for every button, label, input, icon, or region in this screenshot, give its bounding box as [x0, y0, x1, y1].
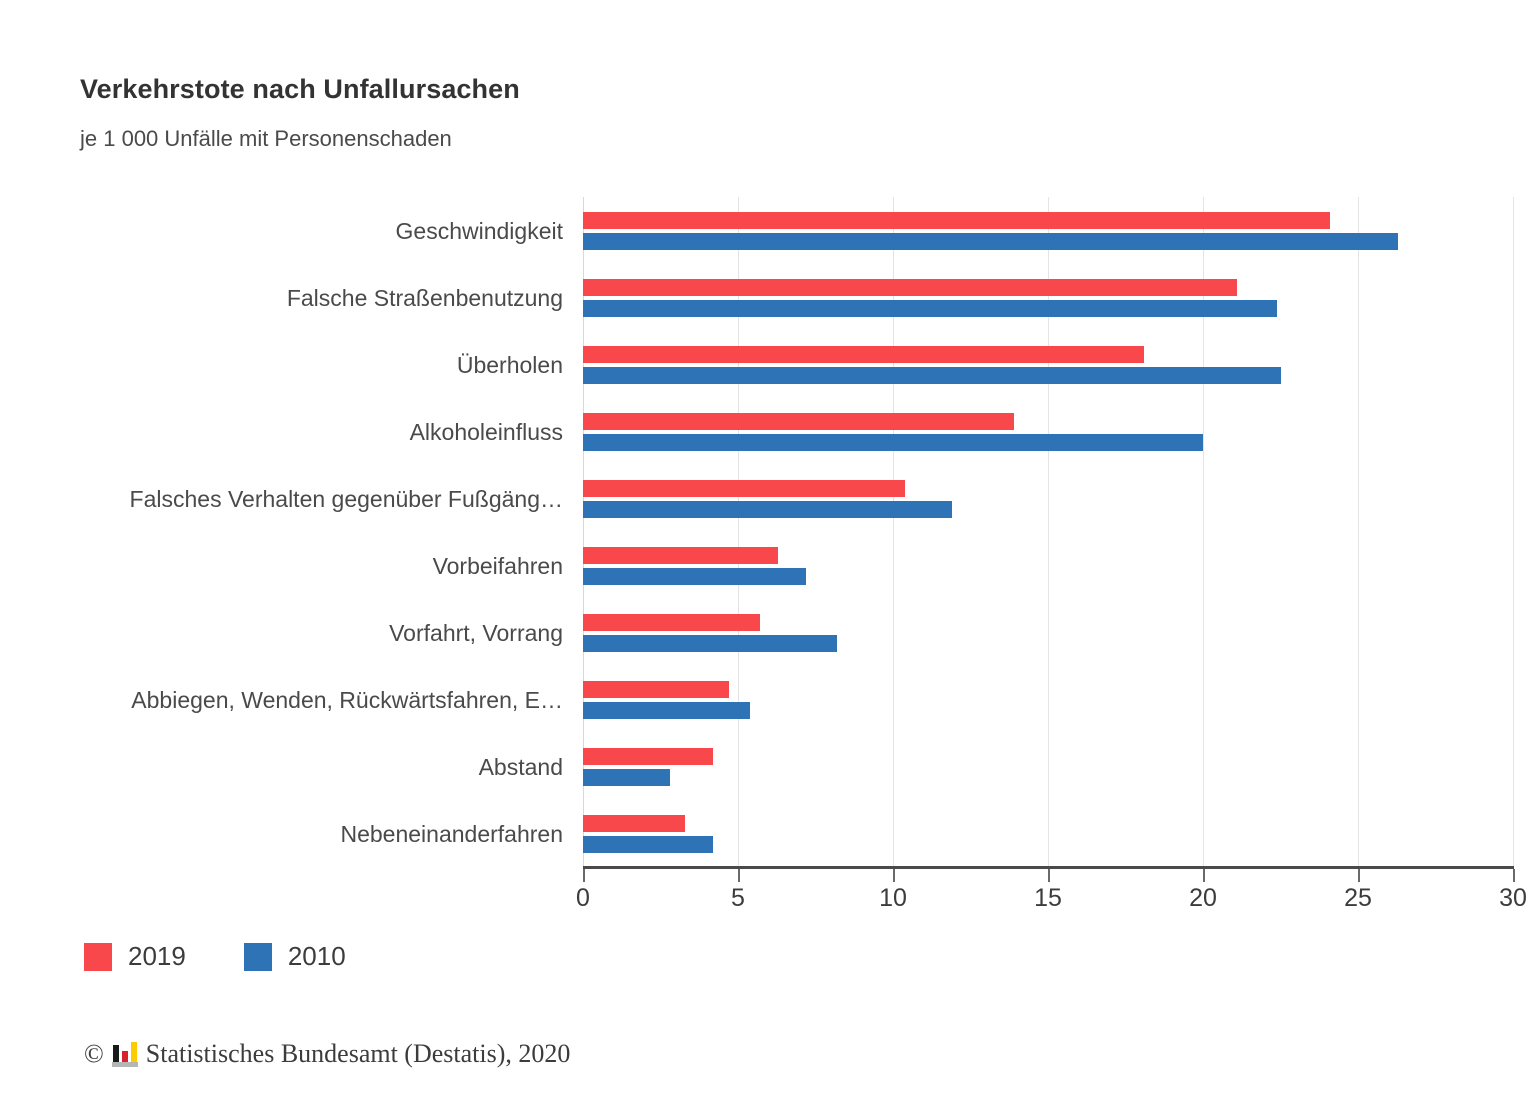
destatis-logo-icon: [111, 1041, 138, 1067]
bar-2010-6[interactable]: [583, 634, 838, 652]
bar-2019-1[interactable]: [583, 278, 1238, 296]
gridline: [1513, 197, 1514, 867]
bar-2010-8[interactable]: [583, 768, 670, 786]
bar-2010-3[interactable]: [583, 433, 1203, 451]
category-label: Nebeneinanderfahren: [340, 820, 563, 847]
bar-2019-7[interactable]: [583, 680, 729, 698]
bar-2010-1[interactable]: [583, 299, 1278, 317]
x-tick-mark: [1358, 869, 1360, 882]
gridline: [1358, 197, 1359, 867]
category-label: Falsche Straßenbenutzung: [286, 284, 563, 311]
plot-area: [583, 197, 1514, 867]
x-tick-mark: [1513, 869, 1515, 882]
bar-group: [583, 532, 1513, 599]
x-tick-label: 20: [1189, 884, 1217, 912]
gridline: [738, 197, 739, 867]
bar-group: [583, 666, 1513, 733]
x-tick-mark: [1048, 869, 1050, 882]
x-tick-label: 5: [731, 884, 745, 912]
category-label: Überholen: [456, 351, 563, 378]
category-label: Abbiegen, Wenden, Rückwärtsfahren, E…: [131, 686, 563, 713]
bar-2019-4[interactable]: [583, 479, 906, 497]
x-tick-mark: [583, 869, 585, 882]
legend-label: 2010: [287, 941, 346, 971]
bar-2019-2[interactable]: [583, 345, 1145, 363]
bar-2019-8[interactable]: [583, 747, 714, 765]
chart-subtitle: je 1 000 Unfälle mit Personenschaden: [80, 126, 452, 151]
bar-group: [583, 331, 1513, 398]
bar-2019-3[interactable]: [583, 412, 1014, 430]
bar-2010-5[interactable]: [583, 567, 807, 585]
legend-item-2019[interactable]: 2019: [84, 941, 186, 972]
footer-text: Statistisches Bundesamt (Destatis), 2020: [145, 1039, 571, 1068]
bar-group: [583, 264, 1513, 331]
bar-group: [583, 800, 1513, 867]
legend-label: 2019: [128, 941, 186, 971]
bar-group: [583, 599, 1513, 666]
gridline: [583, 197, 584, 867]
x-tick-mark: [893, 869, 895, 882]
bar-2010-9[interactable]: [583, 835, 714, 853]
bar-2010-7[interactable]: [583, 701, 751, 719]
bar-2019-5[interactable]: [583, 546, 779, 564]
bar-2019-6[interactable]: [583, 613, 760, 631]
x-tick-label: 10: [879, 884, 907, 912]
x-axis-line: [583, 866, 1514, 869]
copyright-icon: ©: [84, 1039, 104, 1068]
category-label: Vorbeifahren: [432, 552, 563, 579]
bar-group: [583, 733, 1513, 800]
y-axis-category-labels: Geschwindigkeit Falsche Straßenbenutzung Ü…: [43, 197, 563, 867]
x-tick-mark: [738, 869, 740, 882]
category-label: Abstand: [478, 753, 563, 780]
legend-item-2010[interactable]: 2010: [243, 941, 346, 972]
bar-group: [583, 197, 1513, 264]
gridline: [1203, 197, 1204, 867]
x-tick-label: 15: [1034, 884, 1062, 912]
bar-group: [583, 398, 1513, 465]
legend-swatch-icon: [84, 942, 112, 971]
page-title: Verkehrstote nach Unfallursachen: [80, 74, 520, 104]
bar-2010-0[interactable]: [583, 232, 1399, 250]
bar-2010-4[interactable]: [583, 500, 952, 518]
bar-2019-0[interactable]: [583, 211, 1331, 229]
bar-group: [583, 465, 1513, 532]
gridline: [1048, 197, 1049, 867]
category-label: Falsches Verhalten gegenüber Fußgäng…: [129, 485, 563, 512]
legend-swatch-icon: [243, 942, 272, 971]
category-label: Alkoholeinfluss: [409, 418, 563, 445]
x-tick-label: 0: [576, 884, 590, 912]
gridline: [893, 197, 894, 867]
x-tick-label: 30: [1499, 884, 1527, 912]
bar-2019-9[interactable]: [583, 814, 686, 832]
bar-2010-2[interactable]: [583, 366, 1281, 384]
x-tick-label: 25: [1344, 884, 1372, 912]
chart-legend: 2019 2010: [84, 941, 346, 972]
x-tick-mark: [1203, 869, 1205, 882]
category-label: Geschwindigkeit: [395, 217, 563, 244]
footer-attribution: © Statistisches Bundesamt (Destatis), 20…: [84, 1039, 570, 1069]
category-label: Vorfahrt, Vorrang: [389, 619, 563, 646]
